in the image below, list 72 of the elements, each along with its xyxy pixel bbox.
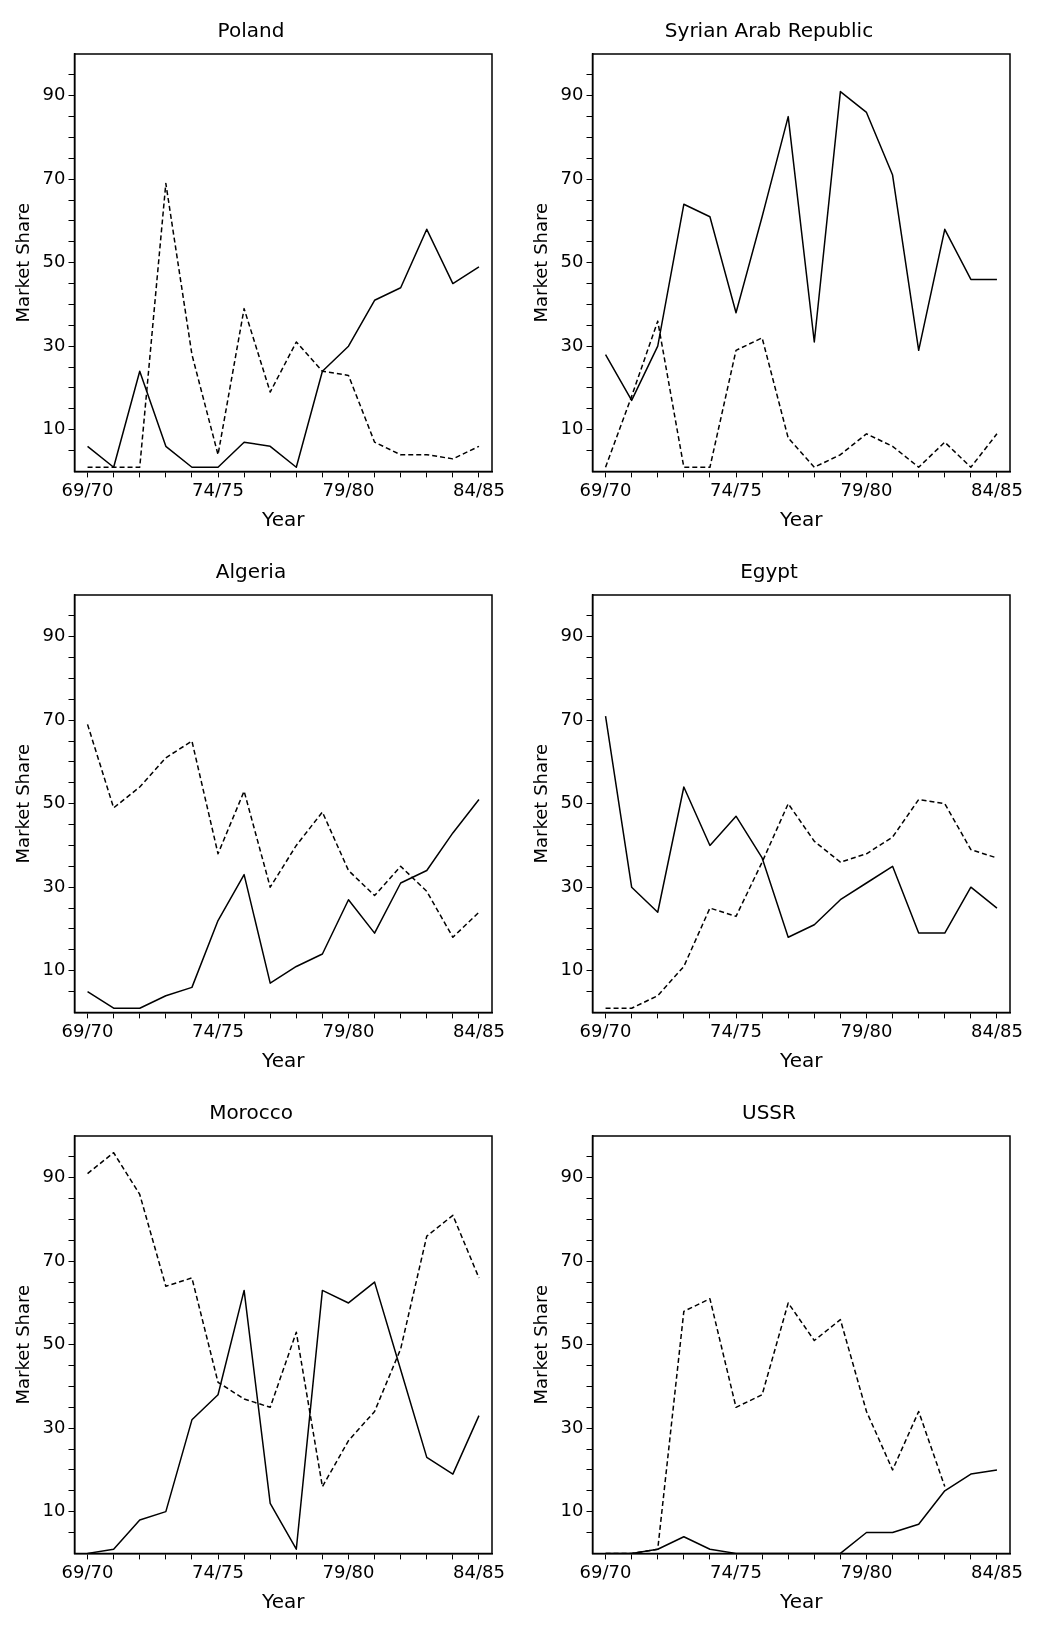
chart-title: Morocco (209, 1100, 293, 1125)
x-axis-title: Year (261, 1048, 306, 1073)
y-tick-label: 30 (560, 874, 584, 896)
x-tick-label: 74/75 (710, 478, 762, 500)
y-tick-label: 70 (42, 707, 66, 729)
x-tick-label: 69/70 (61, 1560, 114, 1582)
y-tick-label: 50 (560, 791, 584, 813)
x-tick-label: 84/85 (971, 1019, 1023, 1041)
y-axis-title: Market Share (12, 202, 34, 323)
x-tick-label: 84/85 (971, 1560, 1023, 1582)
x-tick-label: 79/80 (322, 1560, 375, 1582)
x-tick-label: 84/85 (453, 1019, 505, 1041)
x-tick-label: 79/80 (840, 1560, 893, 1582)
y-tick-label: 50 (560, 1332, 584, 1354)
y-tick-label: 70 (560, 1248, 584, 1270)
y-tick-label: 50 (560, 250, 584, 272)
x-axis-title: Year (779, 1589, 824, 1614)
x-tick-label: 74/75 (710, 1560, 762, 1582)
x-tick-label: 74/75 (192, 478, 244, 500)
y-tick-label: 90 (42, 83, 66, 105)
y-tick-label: 10 (42, 958, 66, 980)
chart-title: Syrian Arab Republic (664, 18, 874, 43)
y-axis-title: Market Share (12, 743, 34, 864)
y-tick-label: 30 (42, 333, 66, 355)
chart-title: Egypt (740, 559, 798, 584)
x-tick-label: 74/75 (192, 1560, 244, 1582)
y-axis-title: Market Share (530, 1284, 552, 1405)
chart-title: Poland (217, 18, 285, 43)
y-tick-label: 70 (560, 707, 584, 729)
y-tick-label: 90 (560, 1165, 584, 1187)
y-tick-label: 90 (42, 624, 66, 646)
x-tick-label: 84/85 (971, 478, 1023, 500)
y-tick-label: 10 (42, 1499, 66, 1521)
y-tick-label: 90 (42, 1165, 66, 1187)
x-axis-title: Year (779, 1048, 824, 1073)
y-axis-title: Market Share (12, 1284, 34, 1405)
y-tick-label: 70 (560, 166, 584, 188)
y-tick-label: 30 (560, 1415, 584, 1437)
y-axis-title: Market Share (530, 202, 552, 323)
y-tick-label: 10 (42, 417, 66, 439)
y-axis-title: Market Share (530, 743, 552, 864)
chart-title: Algeria (215, 559, 287, 584)
chart-title: USSR (742, 1100, 797, 1125)
x-tick-label: 84/85 (453, 478, 505, 500)
y-tick-label: 10 (560, 1499, 584, 1521)
y-tick-label: 90 (560, 83, 584, 105)
x-tick-label: 79/80 (840, 478, 893, 500)
x-tick-label: 69/70 (61, 478, 114, 500)
x-tick-label: 69/70 (579, 1019, 632, 1041)
y-tick-label: 10 (560, 417, 584, 439)
y-tick-label: 30 (560, 333, 584, 355)
x-tick-label: 69/70 (579, 1560, 632, 1582)
y-tick-label: 30 (42, 1415, 66, 1437)
y-tick-label: 90 (560, 624, 584, 646)
x-tick-label: 79/80 (322, 1019, 375, 1041)
x-tick-label: 79/80 (322, 478, 375, 500)
x-tick-label: 79/80 (840, 1019, 893, 1041)
x-tick-label: 69/70 (61, 1019, 114, 1041)
x-tick-label: 74/75 (192, 1019, 244, 1041)
x-axis-title: Year (779, 507, 824, 532)
y-tick-label: 30 (42, 874, 66, 896)
y-tick-label: 50 (42, 791, 66, 813)
y-tick-label: 50 (42, 250, 66, 272)
y-tick-label: 10 (560, 958, 584, 980)
y-tick-label: 50 (42, 1332, 66, 1354)
x-tick-label: 69/70 (579, 478, 632, 500)
y-tick-label: 70 (42, 1248, 66, 1270)
x-axis-title: Year (261, 1589, 306, 1614)
x-tick-label: 84/85 (453, 1560, 505, 1582)
x-axis-title: Year (261, 507, 306, 532)
x-tick-label: 74/75 (710, 1019, 762, 1041)
y-tick-label: 70 (42, 166, 66, 188)
